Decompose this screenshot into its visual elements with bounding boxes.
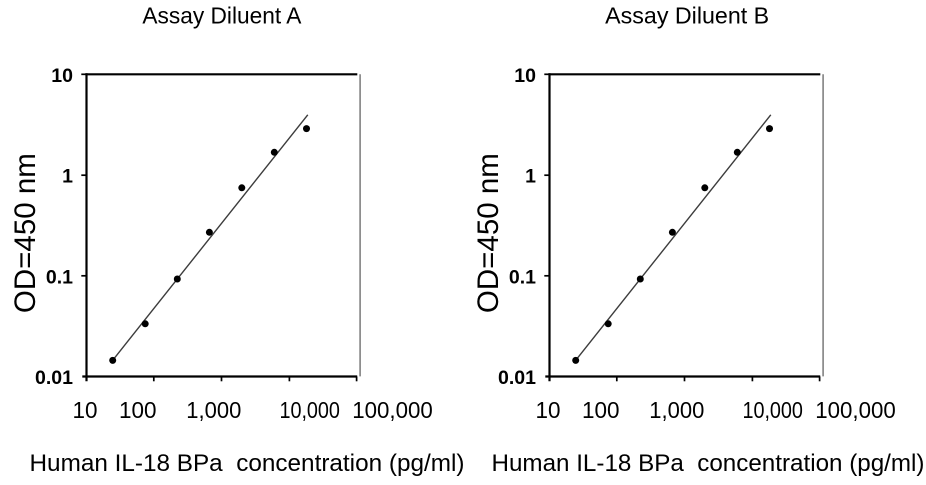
svg-text:Assay Diluent B: Assay Diluent B [605, 2, 769, 28]
svg-text:Human IL-18 BPa concentration: Human IL-18 BPa concentration (pg/ml) [492, 450, 925, 477]
svg-text:Assay Diluent A: Assay Diluent A [142, 2, 302, 28]
svg-text:Human IL-18 BPa concentration: Human IL-18 BPa concentration (pg/ml) [30, 450, 465, 477]
